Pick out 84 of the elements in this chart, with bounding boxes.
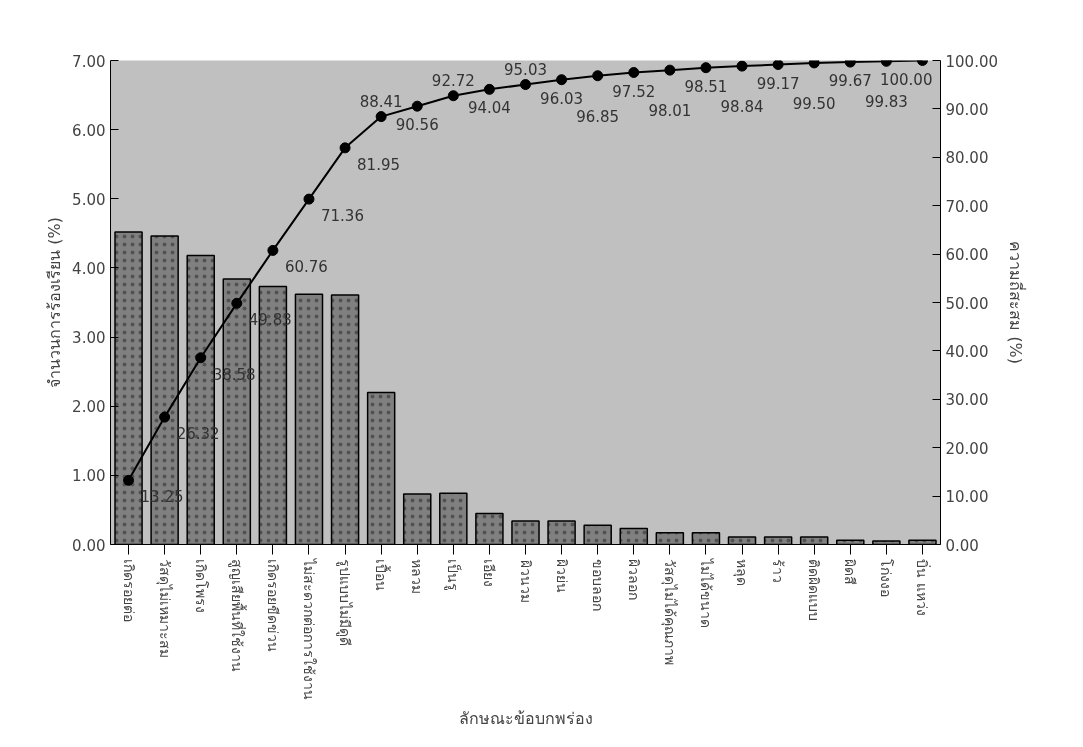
y-tick-label: 6.00	[72, 121, 106, 140]
y-tick-label: 4.00	[72, 259, 106, 278]
x-tick-label: เกิดรอยขีดข่วน	[264, 559, 281, 653]
data-label: 97.52	[612, 82, 656, 101]
x-tick-label: เอียง	[481, 559, 498, 588]
y2-tick-label: 70.00	[945, 197, 989, 216]
data-label: 90.56	[395, 116, 439, 135]
point	[772, 60, 784, 71]
data-label: 71.36	[320, 207, 364, 226]
point	[736, 60, 748, 72]
x-tick-label: วัสดุไม่ได้คุณภาพ	[660, 559, 678, 666]
point	[628, 67, 640, 78]
y-tick-label: 5.00	[72, 190, 106, 209]
point	[700, 62, 712, 74]
x-tick-label: บิ่น แหว่ง	[914, 559, 932, 616]
y-tick-label: 2.00	[72, 398, 106, 417]
x-tick-label: ผิดสี	[842, 559, 859, 586]
point	[339, 142, 351, 154]
data-label: 98.84	[720, 98, 764, 117]
x-tick-label: ผิวลอก	[625, 559, 642, 601]
x-tick-label: วัสดุไม่เหมาะสม	[155, 559, 173, 659]
point	[483, 83, 495, 95]
data-label: 99.83	[864, 93, 908, 112]
x-tick-label: รูปแบบไม่มีดูดี	[336, 559, 354, 647]
x-tick-label: ผิวนวม	[517, 559, 534, 603]
y2-tick-label: 20.00	[945, 439, 989, 458]
x-tick-label: โก่งงอ	[878, 559, 895, 598]
y2-tick-label: 0.00	[945, 536, 979, 555]
x-tick-label: ไม่สะดวกต่อการใช้งาน	[300, 558, 317, 701]
point	[303, 193, 315, 205]
point	[592, 70, 604, 82]
point	[123, 474, 135, 486]
x-tick-label: เปื้อน	[373, 559, 392, 592]
x-tick-label: ไม่ได้ขนาด	[697, 558, 714, 629]
point	[664, 64, 676, 76]
point	[808, 60, 820, 69]
point	[411, 100, 423, 112]
data-label: 96.03	[540, 89, 584, 108]
point	[556, 74, 568, 86]
y2-tick-label: 60.00	[945, 246, 989, 265]
y-tick-label: 0.00	[72, 536, 106, 555]
data-label: 100.00	[879, 70, 933, 89]
point	[159, 411, 171, 423]
data-label: 99.50	[792, 94, 836, 113]
x-tick-label: ขอบลอก	[589, 559, 606, 612]
x-tick-label: ร้าว	[770, 559, 787, 584]
x-tick-label: เป็นรู	[444, 559, 463, 592]
y-tick-label: 1.00	[72, 467, 106, 486]
y-tick-label: 7.00	[72, 52, 106, 71]
data-label: 98.51	[684, 77, 728, 96]
y2-tick-label: 10.00	[945, 488, 989, 507]
x-tick-label: หลุด	[733, 559, 751, 587]
y2-axis-title: ความถี่สะสม (%)	[1005, 241, 1027, 364]
data-label: 95.03	[504, 60, 547, 79]
data-label: 94.04	[467, 99, 511, 118]
x-tick-label: หลวม	[409, 559, 426, 595]
point	[375, 111, 387, 123]
x-tick-label: เกิดโพรง	[192, 559, 209, 614]
point	[267, 244, 279, 256]
x-tick-label: ผิวย่น	[553, 559, 570, 594]
point	[195, 352, 207, 364]
data-label: 99.67	[828, 72, 872, 91]
point	[447, 90, 459, 102]
data-label: 98.01	[648, 102, 692, 121]
data-label: 88.41	[359, 92, 403, 111]
y2-tick-label: 90.00	[945, 100, 989, 119]
y-tick-label: 3.00	[72, 329, 106, 348]
y2-tick-label: 100.00	[945, 52, 998, 71]
point	[520, 79, 531, 91]
y2-tick-label: 40.00	[945, 342, 989, 361]
x-axis-title: ลักษณะข้อบกพร่อง	[458, 708, 593, 728]
x-tick-label: ติดผิดแบบ	[806, 559, 823, 622]
x-tick-label: เกิดรอยต่อ	[120, 559, 137, 623]
y2-tick-label: 80.00	[945, 149, 989, 168]
data-label: 96.85	[576, 107, 620, 126]
y2-tick-label: 30.00	[945, 391, 989, 410]
data-label: 60.76	[284, 258, 328, 277]
y2-tick-label: 50.00	[945, 294, 989, 313]
data-label: 99.17	[756, 74, 800, 93]
point	[231, 297, 243, 309]
y-axis-title: จำนวนการร้องเรียน (%)	[45, 217, 65, 388]
data-label: 81.95	[357, 155, 401, 174]
data-label: 92.72	[431, 71, 475, 90]
x-tick-label: สูญเสียพื้นที่ใช้งาน	[227, 559, 247, 673]
